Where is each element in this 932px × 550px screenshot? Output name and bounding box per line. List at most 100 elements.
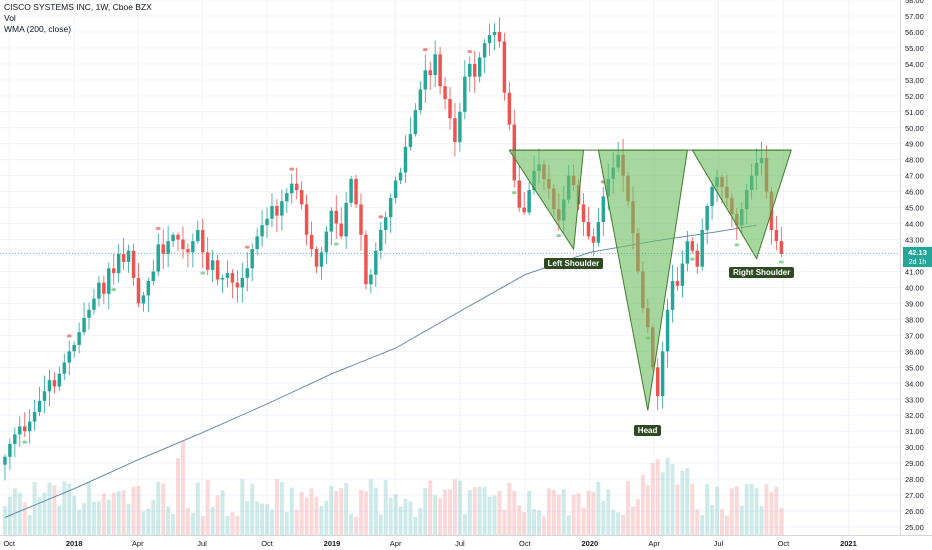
candle-body [680,263,685,286]
volume-bar [156,481,161,535]
candle-body [448,99,452,119]
volume-bar [171,514,176,535]
volume-bar [398,506,403,535]
volume-bar [774,486,779,535]
pivot-marker [467,49,473,54]
candle-body [92,298,96,310]
volume-bar [754,488,759,535]
price-tick-label: 58.00 [905,0,924,5]
price-tick-label: 30.00 [905,443,924,452]
volume-bar [635,499,640,535]
volume-bar [685,468,690,535]
candle-body [690,241,695,251]
volume-bar [32,481,37,535]
pivot-marker [22,440,28,444]
volume-bar [265,504,270,535]
candle-body [230,273,235,283]
candle-body [468,63,472,77]
volume-bar [279,482,284,535]
volume-bars [2,440,784,535]
volume-bar [190,512,195,535]
candle-body [275,206,279,216]
volume-bar [670,464,675,535]
price-axis[interactable]: 25.00 26.00 27.00 28.00 29.00 30.00 31.00 32.00… [905,0,924,532]
candle-body [304,204,309,235]
volume-bar [274,479,279,535]
volume-bar [245,501,250,535]
candle-body [472,63,477,77]
candle-body [443,86,447,100]
candle-body [151,271,156,282]
pivot-marker [511,191,517,195]
volume-bar [744,483,749,535]
candle-body [201,229,205,253]
volume-bar [161,483,166,535]
candle-body [27,421,32,432]
time-tick-label: Apr [132,539,144,548]
price-tick-label: 48.00 [905,156,924,165]
volume-bar [418,508,423,535]
volume-bar [121,490,126,535]
candle-body [141,295,146,304]
candle-body [487,35,492,44]
volume-bar [630,506,635,535]
volume-bar [47,482,52,535]
volume-bar [675,484,680,535]
volume-bar [522,511,527,535]
volume-bar [764,484,769,535]
head-label: Head [633,425,662,437]
volume-bar [729,488,734,535]
candle-body [423,70,428,90]
left-shoulder-label: Left Shoulder [543,257,604,269]
pivot-marker [244,245,250,249]
volume-bar [502,509,507,535]
candle-body [354,178,358,205]
volume-bar [225,515,230,535]
candle-body [87,309,91,318]
candle-body [270,206,274,219]
volume-bar [111,492,116,535]
volume-bar [457,480,462,535]
volume-bar [611,509,616,535]
volume-bar [626,481,630,535]
volume-bar [57,505,62,535]
time-axis[interactable]: Oct 2018 Apr Jul Oct 2019 Apr Jul Oct 2020 Apr Jul O… [3,539,856,548]
volume-bar [591,491,596,535]
volume-bar [705,483,710,535]
price-tick-label: 39.00 [905,299,924,308]
price-tick-label: 53.00 [905,76,924,85]
volume-bar [660,472,665,535]
volume-bar [289,487,294,535]
candle-body [408,134,413,147]
volume-bar [2,506,7,535]
time-tick-label: Oct [3,539,16,548]
candle-body [136,277,141,304]
volume-bar [561,489,566,535]
volume-bar [180,440,185,535]
candle-body [215,260,220,280]
volume-bar [210,506,215,535]
candle-body [196,229,200,242]
volume-bar [7,496,12,535]
volume-bar [195,482,200,535]
price-tick-label: 34.00 [905,379,924,388]
volume-bar [146,508,151,535]
volume-bar [739,505,744,535]
volume-bar [497,490,502,535]
candle-body [369,274,373,285]
price-tick-label: 47.00 [905,172,924,181]
volume-bar [230,512,235,535]
pivot-marker [556,234,562,238]
candle-body [601,196,606,222]
time-tick-label: 2020 [582,539,599,548]
time-tick-label: Jul [714,539,724,548]
volume-bar [438,498,443,535]
candle-body [290,183,294,194]
price-tick-label: 49.00 [905,140,924,149]
volume-bar [715,486,720,535]
price-tick-label: 33.00 [905,395,924,404]
candle-body [260,225,264,237]
candle-body [374,250,378,275]
candle-body [156,244,160,272]
